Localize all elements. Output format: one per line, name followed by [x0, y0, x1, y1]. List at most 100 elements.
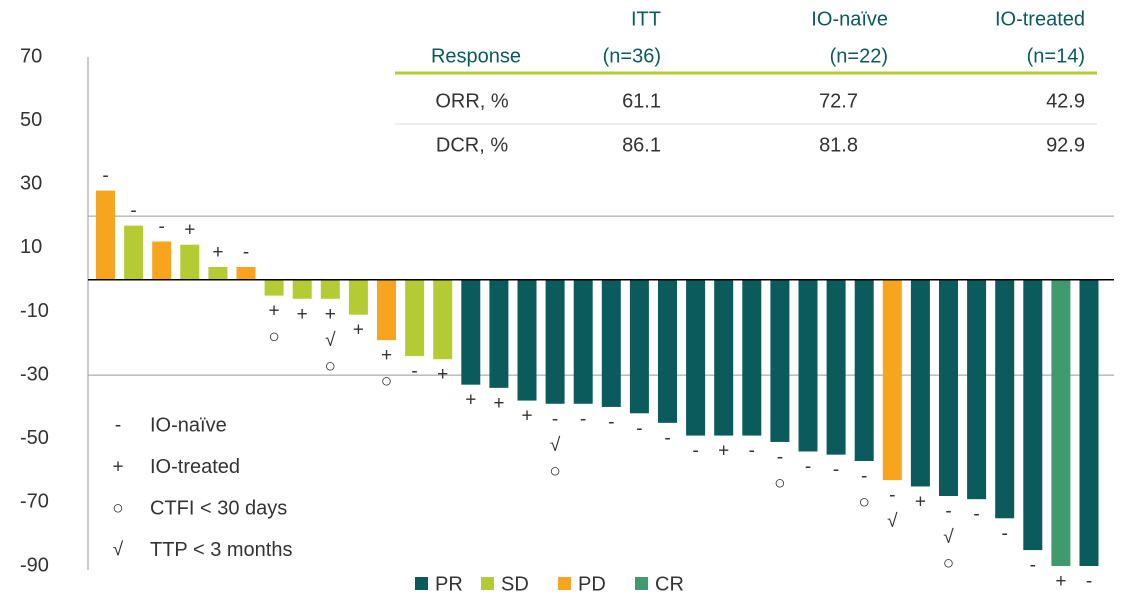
table-header: (n=14)	[1027, 45, 1085, 67]
y-tick-label: -50	[20, 427, 49, 449]
bar	[601, 279, 621, 407]
bar-annotation: -	[552, 409, 558, 430]
bar	[461, 279, 481, 385]
bar	[686, 279, 706, 436]
bar	[882, 279, 902, 481]
bar	[658, 279, 677, 423]
bar-annotation: -	[243, 242, 249, 263]
legend-label: CTFI < 30 days	[150, 497, 287, 519]
legend-swatch	[415, 577, 428, 590]
legend-label: PR	[435, 573, 463, 595]
bar	[967, 279, 987, 500]
y-tick-label: 50	[20, 109, 42, 131]
bar-annotation: -	[861, 466, 867, 487]
table-cell: ORR, %	[435, 90, 509, 112]
bar-annotation: +	[184, 220, 195, 241]
bar	[180, 244, 200, 280]
y-tick-label: -30	[20, 363, 49, 385]
legend-label: PD	[578, 573, 606, 595]
legend-label: IO-naïve	[150, 414, 227, 436]
bar	[854, 279, 874, 462]
legend-label: CR	[655, 573, 684, 595]
bar-annotation: ○	[774, 473, 785, 494]
bar-annotation: -	[1030, 555, 1036, 576]
y-tick-label: 10	[20, 236, 42, 258]
bar-annotation: +	[915, 491, 926, 512]
bar-annotation: +	[493, 393, 504, 414]
bar	[545, 279, 565, 404]
table-header: IO-treated	[995, 8, 1085, 30]
bar-annotation: +	[325, 304, 336, 325]
bar	[517, 279, 537, 401]
bar	[573, 279, 593, 404]
bar	[124, 225, 144, 280]
bar	[292, 279, 312, 299]
table-header: IO-naïve	[811, 8, 888, 30]
bar-annotation: -	[777, 447, 783, 468]
bar-annotation: -	[805, 456, 811, 477]
legend-label: SD	[501, 573, 529, 595]
bar	[714, 279, 734, 436]
legend-swatch	[558, 577, 571, 590]
bar-annotation: +	[1055, 571, 1066, 592]
bar	[433, 279, 453, 360]
table-cell: 61.1	[622, 90, 661, 112]
bar-annotation: +	[521, 406, 532, 427]
bar	[320, 279, 340, 299]
bar-annotation: -	[411, 361, 417, 382]
bar-annotation: √	[325, 330, 336, 351]
bar-annotation: ○	[943, 553, 954, 574]
bar-annotation: -	[973, 504, 979, 525]
table-header: (n=36)	[603, 45, 661, 67]
bar-annotation: +	[381, 345, 392, 366]
y-tick-label: -70	[20, 491, 49, 513]
table-header: ITT	[631, 8, 661, 30]
bar-annotation: -	[102, 166, 108, 187]
bar	[629, 279, 649, 414]
y-tick-label: -10	[20, 300, 49, 322]
legend-label: IO-treated	[150, 456, 240, 478]
bar-annotation: +	[465, 390, 476, 411]
bar-annotation: -	[692, 441, 698, 462]
bar-annotation: +	[297, 304, 308, 325]
bar-annotation: -	[945, 501, 951, 522]
bar	[939, 279, 958, 497]
y-tick-label: 70	[20, 45, 42, 67]
legend-symbol: √	[113, 540, 124, 561]
bar-annotation: -	[636, 418, 642, 439]
bar	[405, 279, 425, 357]
bar	[995, 279, 1015, 519]
bar-annotation: -	[833, 460, 839, 481]
table-header: Response	[431, 45, 521, 67]
bar-annotation: ○	[381, 371, 392, 392]
bar-annotation: -	[608, 412, 614, 433]
bar-annotation: ○	[858, 492, 869, 513]
bar	[910, 279, 930, 487]
bar-annotation: +	[718, 441, 729, 462]
table-cell: DCR, %	[436, 134, 508, 156]
legend-symbol: -	[115, 415, 121, 436]
bar-annotation: -	[159, 217, 165, 238]
bar-annotation: -	[749, 441, 755, 462]
bar	[1023, 279, 1043, 551]
bar-annotation: +	[437, 364, 448, 385]
bar	[208, 266, 228, 280]
bar-annotation: -	[889, 485, 895, 506]
bar	[348, 279, 368, 315]
bar-annotation: -	[1086, 571, 1092, 592]
y-tick-label: 30	[20, 173, 42, 195]
legend-symbol: +	[112, 457, 123, 478]
legend-symbol: ○	[112, 498, 123, 519]
bar-annotation: -	[580, 409, 586, 430]
legend-swatch	[481, 577, 494, 590]
y-tick-label: -90	[20, 554, 49, 576]
legend-swatch	[635, 577, 648, 590]
table-cell: 72.7	[819, 90, 858, 112]
bar-annotation: -	[1002, 523, 1008, 544]
bar	[1079, 279, 1099, 566]
bar	[377, 279, 396, 341]
table-cell: 81.8	[819, 134, 858, 156]
bar	[798, 279, 818, 452]
